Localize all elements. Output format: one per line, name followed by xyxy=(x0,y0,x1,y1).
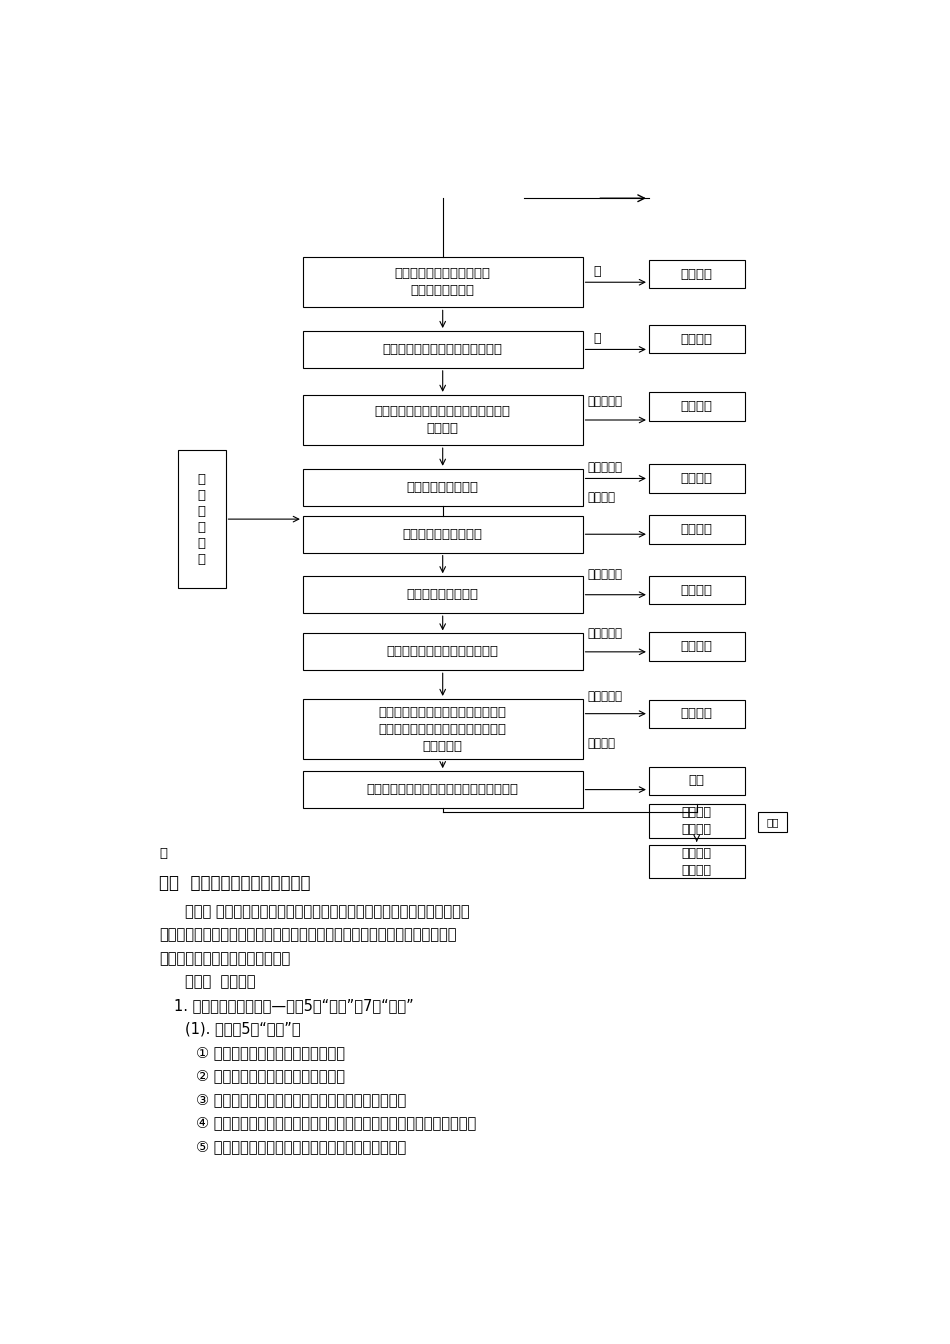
Text: 改: 改 xyxy=(160,847,167,860)
Text: 现场用电安全性检查: 现场用电安全性检查 xyxy=(407,481,479,493)
Text: 1. 施工全过程安全要求—强谊5个“必须”和7个“严禁”: 1. 施工全过程安全要求—强谊5个“必须”和7个“严禁” xyxy=(174,997,413,1013)
Text: 施工工序安全性检查: 施工工序安全性检查 xyxy=(407,589,479,601)
Bar xyxy=(649,515,745,543)
Text: 机械设备操作人员（上岗证检查）: 机械设备操作人员（上岗证检查） xyxy=(383,343,503,356)
Text: 停工整改
及报业主: 停工整改 及报业主 xyxy=(682,806,712,836)
Text: 整改: 整改 xyxy=(689,774,705,788)
Text: 施
工
过
程
阶
段: 施 工 过 程 阶 段 xyxy=(198,473,205,566)
Text: 不符合要求: 不符合要求 xyxy=(587,395,622,407)
Text: 缺: 缺 xyxy=(594,332,601,345)
Bar xyxy=(649,804,745,839)
Text: 现场施工安全设施是否同步落实: 现场施工安全设施是否同步落实 xyxy=(387,645,499,659)
Text: 禁止上岗: 禁止上岗 xyxy=(681,333,712,345)
Text: ⑤ 架子、临边、洞口等部位必须按规定搭投安全网。: ⑤ 架子、临边、洞口等部位必须按规定搭投安全网。 xyxy=(196,1140,407,1154)
Text: 现场巡查安全工作的落实情况发现安全隐患: 现场巡查安全工作的落实情况发现安全隐患 xyxy=(367,784,519,796)
Bar xyxy=(303,699,582,759)
Bar xyxy=(303,633,582,671)
Text: 停工整改: 停工整改 xyxy=(681,707,712,720)
Text: ③ 高空作业人员必须系安全带、安全绳、穿防滑鞋；: ③ 高空作业人员必须系安全带、安全绳、穿防滑鞋； xyxy=(196,1091,407,1107)
Text: （一） 安全控制目标值：满足国家现行有关工程安全的规范、标准要求。: （一） 安全控制目标值：满足国家现行有关工程安全的规范、标准要求。 xyxy=(185,903,469,919)
Text: 停工整改: 停工整改 xyxy=(681,523,712,536)
Bar xyxy=(758,812,788,832)
Text: 不符合要求: 不符合要求 xyxy=(587,461,622,473)
Text: 不符合要求: 不符合要求 xyxy=(587,691,622,703)
Text: 报告安全
主管部门: 报告安全 主管部门 xyxy=(682,847,712,876)
Text: 工整: 工整 xyxy=(767,817,779,827)
Text: 停工整改: 停工整改 xyxy=(681,640,712,653)
Bar xyxy=(649,575,745,605)
Text: 进场机械设备是否张挂操作技术牌及安
全警示牌: 进场机械设备是否张挂操作技术牌及安 全警示牌 xyxy=(374,405,511,435)
Text: ① 进入施工作业现场必须戴安全帽；: ① 进入施工作业现场必须戴安全帽； xyxy=(196,1046,345,1060)
Bar xyxy=(303,331,582,368)
Text: 检查监督施工过程中的承包方安全教
育和培训工作及分部分项施工前的安
全交底情况: 检查监督施工过程中的承包方安全教 育和培训工作及分部分项施工前的安 全交底情况 xyxy=(379,706,506,753)
Bar xyxy=(303,577,582,613)
Bar xyxy=(178,450,225,589)
Text: 停工整改: 停工整改 xyxy=(681,401,712,413)
Text: ④ 电工、焊工及大中小型机械司机、机动车辆司机必须有操作上岗证；: ④ 电工、焊工及大中小型机械司机、机动车辆司机必须有操作上岗证； xyxy=(196,1116,476,1130)
Text: （二）  控制要点: （二） 控制要点 xyxy=(185,974,256,989)
Bar xyxy=(303,395,582,445)
Bar xyxy=(303,516,582,552)
Text: 三、  安全控制控制要点及目标值: 三、 安全控制控制要点及目标值 xyxy=(160,874,311,891)
Text: 确保不发生人员伤亡的安全事故。: 确保不发生人员伤亡的安全事故。 xyxy=(160,952,291,966)
Text: 现场场地安全隐患检查: 现场场地安全隐患检查 xyxy=(403,528,483,540)
Bar xyxy=(303,771,582,808)
Bar xyxy=(649,633,745,661)
Bar xyxy=(303,469,582,505)
Text: 停工整改: 停工整改 xyxy=(681,472,712,485)
Bar xyxy=(649,766,745,796)
Text: 缺: 缺 xyxy=(594,265,601,278)
Bar xyxy=(649,845,745,879)
Text: 禁止使用: 禁止使用 xyxy=(681,267,712,281)
Text: 存在隐患: 存在隐患 xyxy=(587,738,615,750)
Text: 采用主动控制、预先控制、动态跟踪监控等手段，对施工安全实施有效控制，: 采用主动控制、预先控制、动态跟踪监控等手段，对施工安全实施有效控制， xyxy=(160,927,457,942)
Text: 进场机械设备材料的安全性
核查（报验程序）: 进场机械设备材料的安全性 核查（报验程序） xyxy=(394,267,491,297)
Bar xyxy=(649,699,745,728)
Text: 存在隐患: 存在隐患 xyxy=(587,491,615,504)
Bar xyxy=(303,257,582,308)
Text: 不符合要求: 不符合要求 xyxy=(587,626,622,640)
Bar xyxy=(649,392,745,421)
Bar xyxy=(649,464,745,492)
Text: (1). 安全的5个“必须”：: (1). 安全的5个“必须”： xyxy=(185,1021,300,1036)
Bar xyxy=(649,325,745,353)
Text: 不符合要求: 不符合要求 xyxy=(587,569,622,581)
Text: 停工整改: 停工整改 xyxy=(681,583,712,597)
Text: ② 高空作业人员必须定期体检合格；: ② 高空作业人员必须定期体检合格； xyxy=(196,1068,345,1083)
Bar xyxy=(649,261,745,289)
